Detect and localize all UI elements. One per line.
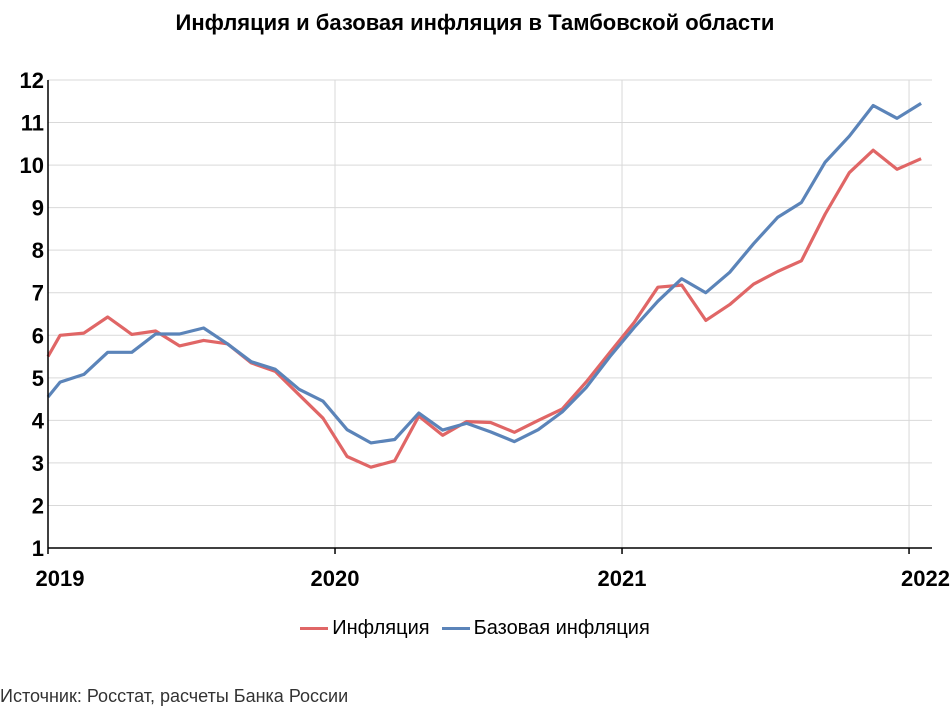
x-tick-label: 2022 xyxy=(901,566,950,591)
x-tick-labels: 2019 2020 2021 2022 xyxy=(36,566,950,591)
y-tick-label: 1 xyxy=(32,536,44,561)
y-tick-label: 3 xyxy=(32,451,44,476)
legend-item-core-inflation: Базовая инфляция xyxy=(441,617,650,640)
source-note: Источник: Росстат, расчеты Банка России xyxy=(0,686,349,706)
x-tick-label: 2020 xyxy=(311,566,360,591)
series-line-inflation xyxy=(46,148,922,469)
y-tick-label: 2 xyxy=(32,493,44,518)
legend: Инфляция Базовая инфляция xyxy=(0,617,950,640)
y-tick-label: 11 xyxy=(21,111,44,136)
legend-swatch-core-inflation xyxy=(441,627,470,630)
y-tick-label: 7 xyxy=(32,281,44,306)
x-tick-label: 2019 xyxy=(36,566,85,591)
y-tick-label: 6 xyxy=(32,323,44,348)
y-tick-label: 12 xyxy=(20,68,44,93)
legend-label-inflation: Инфляция xyxy=(332,617,430,639)
legend-swatch-inflation xyxy=(300,627,329,630)
y-tick-label: 5 xyxy=(32,366,44,391)
axes xyxy=(47,80,932,549)
y-tick-label: 9 xyxy=(32,196,44,221)
y-tick-label: 4 xyxy=(32,408,45,433)
chart-title: Инфляция и базовая инфляция в Тамбовской… xyxy=(175,10,775,35)
gridlines xyxy=(48,79,932,549)
series-line-core-inflation xyxy=(46,102,922,445)
x-gridlines xyxy=(47,80,910,554)
legend-item-inflation: Инфляция xyxy=(300,617,430,640)
series-lines xyxy=(46,102,922,469)
y-tick-label: 8 xyxy=(32,238,44,263)
y-tick-label: 10 xyxy=(20,153,44,178)
x-tick-label: 2021 xyxy=(598,566,647,591)
legend-label-core-inflation: Базовая инфляция xyxy=(473,617,650,639)
